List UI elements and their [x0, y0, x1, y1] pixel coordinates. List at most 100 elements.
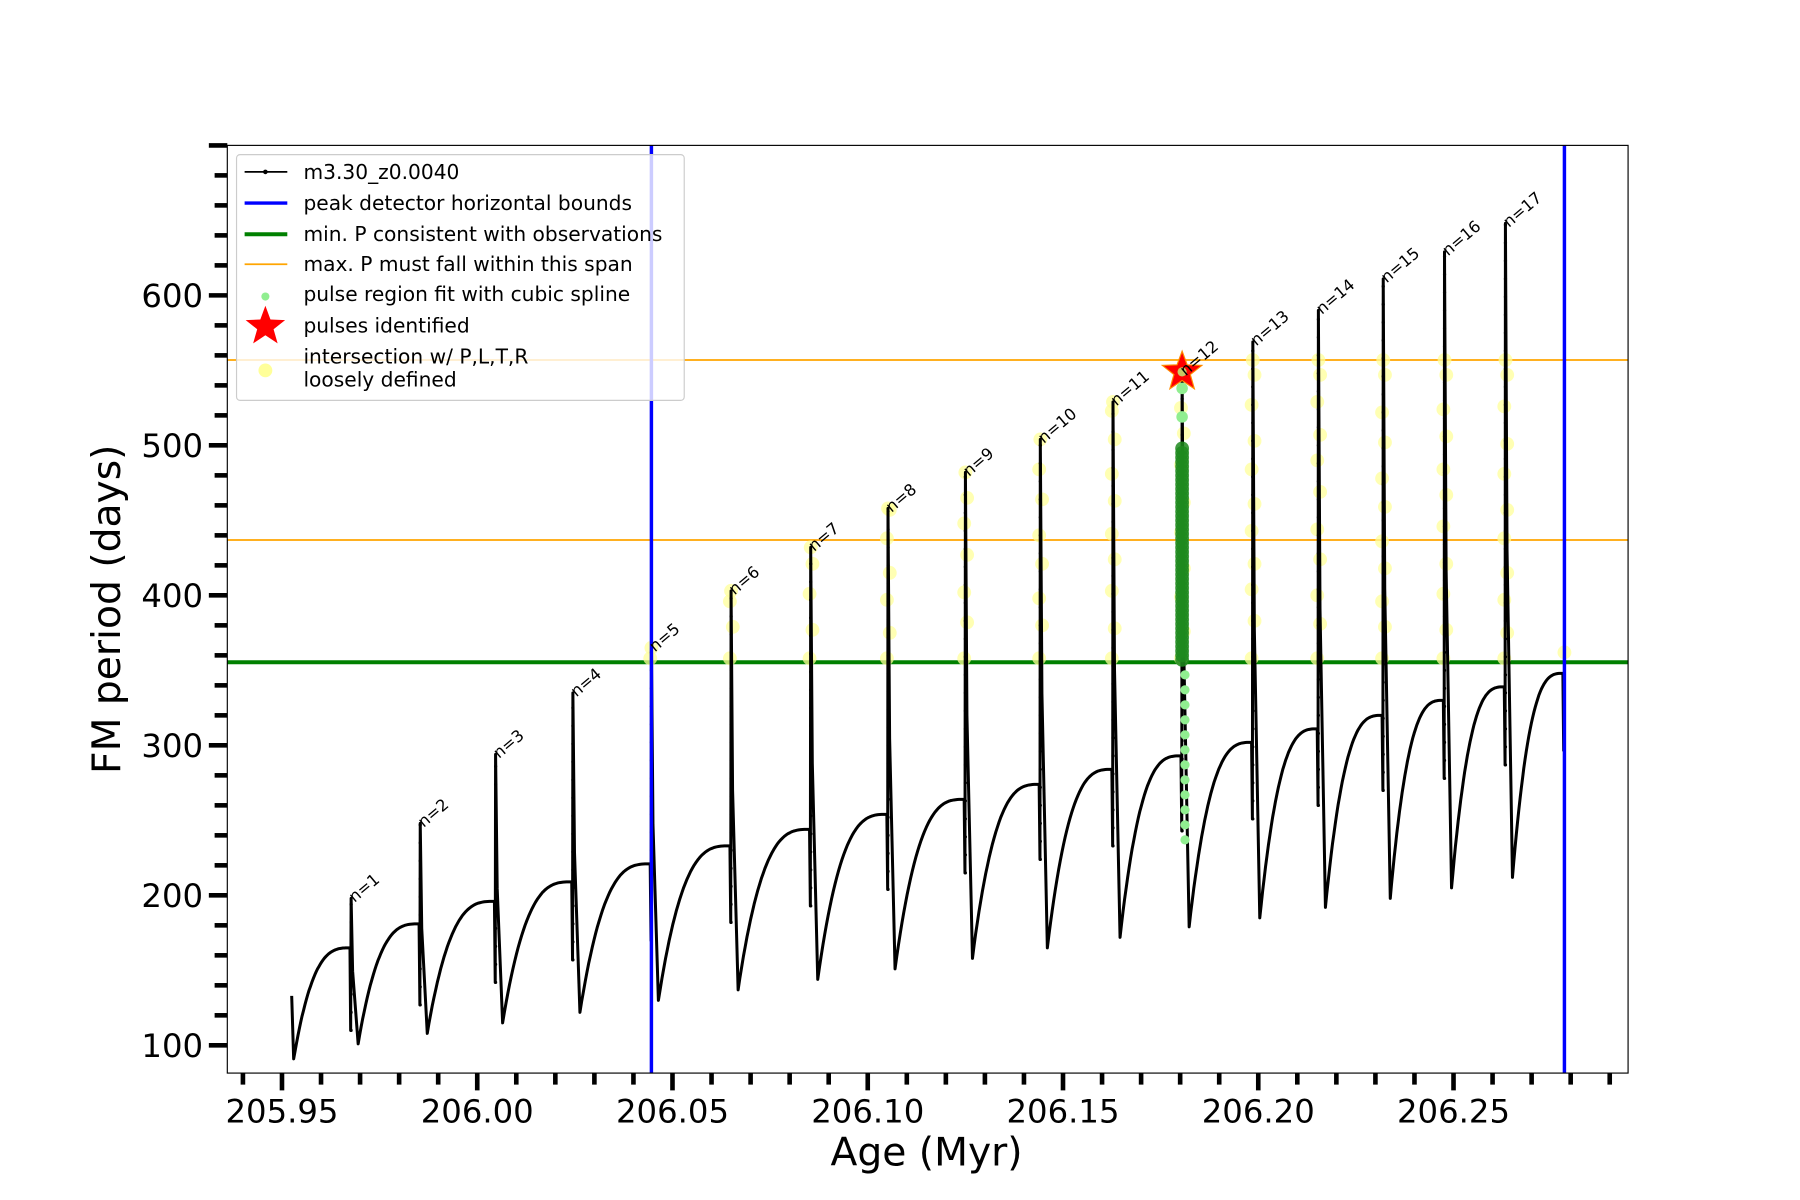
- curve-point: [1251, 745, 1255, 749]
- spline-point: [1176, 382, 1188, 395]
- curve-point: [1316, 731, 1321, 735]
- curve-point: [1038, 461, 1042, 465]
- curve-point: [1442, 668, 1447, 672]
- curve-point: [571, 832, 575, 836]
- curve-point: [809, 778, 813, 782]
- curve-point: [1442, 362, 1447, 366]
- pulse-label: n=16: [1438, 217, 1484, 260]
- curve-point: [886, 887, 890, 891]
- curve-point: [1442, 326, 1447, 330]
- curve-point: [1442, 686, 1447, 690]
- curve-point: [1038, 767, 1042, 771]
- curve-point: [1503, 583, 1508, 587]
- curve-point: [1038, 839, 1042, 843]
- curve-point: [1381, 734, 1385, 738]
- legend-label: pulses identified: [303, 313, 469, 337]
- legend-circle-swatch: [258, 363, 273, 378]
- curve-point: [1316, 605, 1321, 609]
- curve-point: [963, 619, 967, 623]
- curve-point: [1111, 628, 1115, 632]
- curve-point: [809, 814, 813, 818]
- curve-point: [1038, 605, 1042, 609]
- curve-point: [729, 830, 733, 834]
- pulse-label: n=17: [1499, 188, 1545, 231]
- curve-point: [1316, 677, 1321, 681]
- vertical-bound-lines: [649, 145, 1567, 1074]
- curve-point: [1316, 371, 1321, 375]
- curve-point: [1503, 763, 1508, 767]
- x-tick-label: 206.20: [1202, 1093, 1315, 1131]
- curve-point: [571, 958, 575, 962]
- legend-dot-swatch: [261, 292, 270, 301]
- curve-point: [1111, 556, 1115, 560]
- curve-point: [1442, 470, 1447, 474]
- curve-point: [418, 1003, 422, 1007]
- curve-point: [729, 740, 733, 744]
- curve-point: [1316, 389, 1321, 393]
- curve-point: [1381, 374, 1385, 378]
- curve-point: [886, 581, 890, 585]
- curve-point: [1503, 313, 1508, 317]
- curve-point: [1038, 803, 1042, 807]
- curve-point: [418, 895, 422, 899]
- curve-point: [1111, 538, 1115, 542]
- spline-point: [1180, 790, 1190, 800]
- spline-point: [1180, 835, 1190, 845]
- curve-point: [1180, 667, 1184, 671]
- curve-point: [809, 760, 813, 764]
- curve-point: [1381, 608, 1385, 612]
- curve-point: [349, 956, 353, 960]
- curve-point: [571, 724, 575, 728]
- curve-point: [1316, 713, 1321, 717]
- curve-point: [1316, 533, 1321, 537]
- spline-point: [1180, 700, 1190, 710]
- curve-point: [1442, 380, 1447, 384]
- curve-point: [1111, 736, 1115, 740]
- star-icon: [245, 305, 286, 344]
- curve-point: [1381, 428, 1385, 432]
- curve-point: [729, 920, 733, 924]
- curve-point: [1381, 356, 1385, 360]
- curve-point: [1381, 518, 1385, 522]
- spline-point: [1175, 441, 1190, 456]
- intersection-marker: [1177, 367, 1187, 377]
- curve-point: [1111, 448, 1115, 452]
- curve-point: [963, 637, 967, 641]
- curve-point: [1111, 682, 1115, 686]
- curve-point: [1381, 698, 1385, 702]
- y-tick-label: 100: [141, 1027, 203, 1065]
- curve-point: [1442, 650, 1447, 654]
- curve-point: [963, 655, 967, 659]
- curve-point: [963, 691, 967, 695]
- curve-point: [493, 908, 498, 912]
- curve-point: [963, 493, 967, 497]
- curve-point: [1111, 718, 1115, 722]
- curve-point: [1381, 662, 1385, 666]
- curve-point: [1381, 716, 1385, 720]
- curve-point: [349, 902, 353, 906]
- curve-point: [729, 596, 733, 600]
- legend-label: peak detector horizontal bounds: [303, 191, 632, 215]
- curve-point: [963, 601, 967, 605]
- curve-point: [1038, 821, 1042, 825]
- curve-point: [1251, 727, 1255, 731]
- x-tick-label: 206.00: [421, 1093, 534, 1131]
- curve-point: [1316, 461, 1321, 465]
- x-tick-label: 205.95: [225, 1093, 338, 1131]
- curve-point: [418, 931, 422, 935]
- curve-point: [1251, 457, 1255, 461]
- curve-point: [809, 868, 813, 872]
- curve-point: [1180, 757, 1184, 761]
- curve-point: [493, 800, 498, 804]
- curve-point: [1503, 223, 1508, 227]
- curve-point: [571, 814, 575, 818]
- curve-point: [963, 799, 967, 803]
- curve-point: [571, 796, 575, 800]
- curve-point: [1442, 614, 1447, 618]
- curve-point: [571, 940, 575, 944]
- curve-point: [1381, 446, 1385, 450]
- curve-point: [1381, 554, 1385, 558]
- curve-point: [1381, 770, 1385, 774]
- curve-point: [418, 985, 422, 989]
- curve-point: [1442, 776, 1447, 780]
